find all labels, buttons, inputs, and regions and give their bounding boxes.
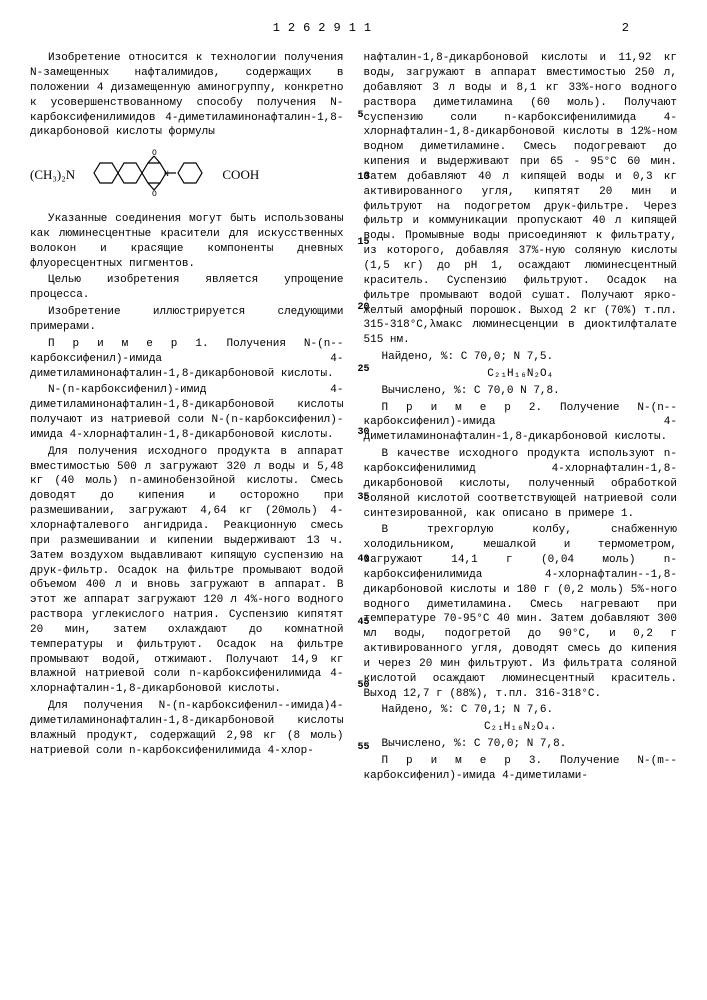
paragraph: П р и м е р 2. Получение N-(n--карбоксиф… bbox=[364, 401, 678, 446]
paragraph: Целью изобретения является упрощение про… bbox=[30, 273, 344, 303]
formula-prefix: (CH₃)₂N bbox=[30, 167, 75, 182]
svg-text:O: O bbox=[152, 190, 157, 198]
svg-text:N: N bbox=[164, 170, 169, 179]
paragraph: Для получения N-(n-карбоксифенил--имида)… bbox=[30, 699, 344, 758]
page-number: 2 bbox=[622, 20, 637, 36]
paragraph: Найдено, %: С 70,1; N 7,6. bbox=[364, 703, 678, 718]
paragraph: N-(n-карбоксифенил)-имид 4-диметиламинон… bbox=[30, 383, 344, 442]
paragraph: Указанные соединения могут быть использо… bbox=[30, 212, 344, 271]
paragraph: В качестве исходного продукта используют… bbox=[364, 447, 678, 521]
paragraph: Изобретение относится к технологии получ… bbox=[30, 51, 344, 140]
paragraph: Вычислено, %: С 70,0 N 7,8. bbox=[364, 384, 678, 399]
paragraph: В трехгорлую колбу, снабженную холодильн… bbox=[364, 523, 678, 701]
page-header: 1262911 2 bbox=[30, 20, 677, 36]
paragraph: П р и м е р 1. Получения N-(n--карбоксиф… bbox=[30, 337, 344, 382]
right-column: нафталин-1,8-дикарбоновой кислоты и 11,9… bbox=[364, 51, 678, 786]
chemical-formula: (CH₃)₂N O O N bbox=[30, 148, 344, 204]
paragraph: нафталин-1,8-дикарбоновой кислоты и 11,9… bbox=[364, 51, 678, 348]
paragraph: Вычислено, %: С 70,0; N 7,8. bbox=[364, 737, 678, 752]
formula-suffix: COOH bbox=[222, 167, 259, 182]
svg-text:O: O bbox=[152, 149, 157, 158]
paragraph: Изобретение иллюстрируется следующими пр… bbox=[30, 305, 344, 335]
molecule-structure-icon: O O N bbox=[86, 148, 216, 204]
chemical-formula-text: C₂₁H₁₆N₂O₄. bbox=[364, 720, 678, 735]
paragraph: Найдено, %: С 70,0; N 7,5. bbox=[364, 350, 678, 365]
paragraph: П р и м е р 3. Получение N-(m--карбоксиф… bbox=[364, 754, 678, 784]
two-column-layout: 5 10 15 20 25 30 35 40 45 50 55 Изобрете… bbox=[30, 51, 677, 786]
left-column: 5 10 15 20 25 30 35 40 45 50 55 Изобрете… bbox=[30, 51, 344, 786]
paragraph: Для получения исходного продукта в аппар… bbox=[30, 445, 344, 697]
chemical-formula-text: C₂₁H₁₆N₂O₄ bbox=[364, 367, 678, 382]
doc-number: 1262911 bbox=[273, 21, 379, 35]
